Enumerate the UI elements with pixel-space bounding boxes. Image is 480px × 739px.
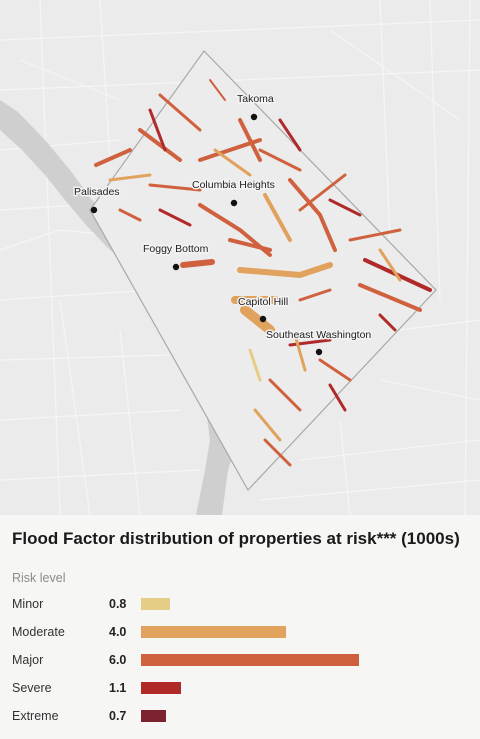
city-label-halo: Capitol Hill — [238, 296, 288, 308]
value-label: 0.8 — [109, 597, 127, 611]
city-label: Foggy Bottom — [143, 243, 209, 255]
category-label: Extreme — [12, 709, 59, 723]
bar — [141, 682, 181, 694]
chart-title: Flood Factor distribution of properties … — [12, 529, 460, 548]
bar — [141, 626, 287, 638]
city-label: Southeast Washington — [266, 329, 371, 341]
city-dot — [315, 348, 323, 356]
chart-panel: Flood Factor distribution of properties … — [0, 515, 480, 739]
category-label: Moderate — [12, 625, 65, 639]
flood-risk-areas — [94, 79, 432, 467]
bar — [141, 710, 167, 722]
city-label-halo: Foggy Bottom — [143, 243, 209, 255]
value-label: 0.7 — [109, 709, 127, 723]
y-axis-label: Risk level — [12, 571, 66, 585]
city-label: Columbia Heights — [192, 179, 275, 191]
city-dot — [90, 206, 98, 214]
flood-map: Takoma Takoma Palisades Palisades Columbia H… — [0, 0, 480, 515]
value-label: 1.1 — [109, 681, 127, 695]
bar — [141, 654, 359, 666]
city-label-halo: Southeast Washington — [266, 329, 371, 341]
street-network — [0, 0, 480, 515]
value-label: 4.0 — [109, 625, 127, 639]
category-label: Major — [12, 653, 44, 667]
bar-row-moderate: Moderate 4.0 — [0, 622, 480, 642]
city-dot — [172, 263, 180, 271]
bar-row-minor: Minor 0.8 — [0, 594, 480, 614]
category-label: Severe — [12, 681, 52, 695]
bar-row-major: Major 6.0 — [0, 650, 480, 670]
city-label-halo: Palisades — [74, 186, 120, 198]
city-label-halo: Takoma — [237, 93, 274, 105]
category-label: Minor — [12, 597, 44, 611]
city-label: Takoma — [237, 93, 274, 105]
city-dot — [259, 315, 267, 323]
city-label-halo: Columbia Heights — [192, 179, 275, 191]
bar-row-severe: Severe 1.1 — [0, 678, 480, 698]
city-dot — [250, 113, 258, 121]
city-label: Palisades — [74, 186, 120, 198]
bar-row-extreme: Extreme 0.7 — [0, 706, 480, 726]
city-label: Capitol Hill — [238, 296, 288, 308]
value-label: 6.0 — [109, 653, 127, 667]
city-dot — [230, 199, 238, 207]
bar — [141, 598, 171, 610]
